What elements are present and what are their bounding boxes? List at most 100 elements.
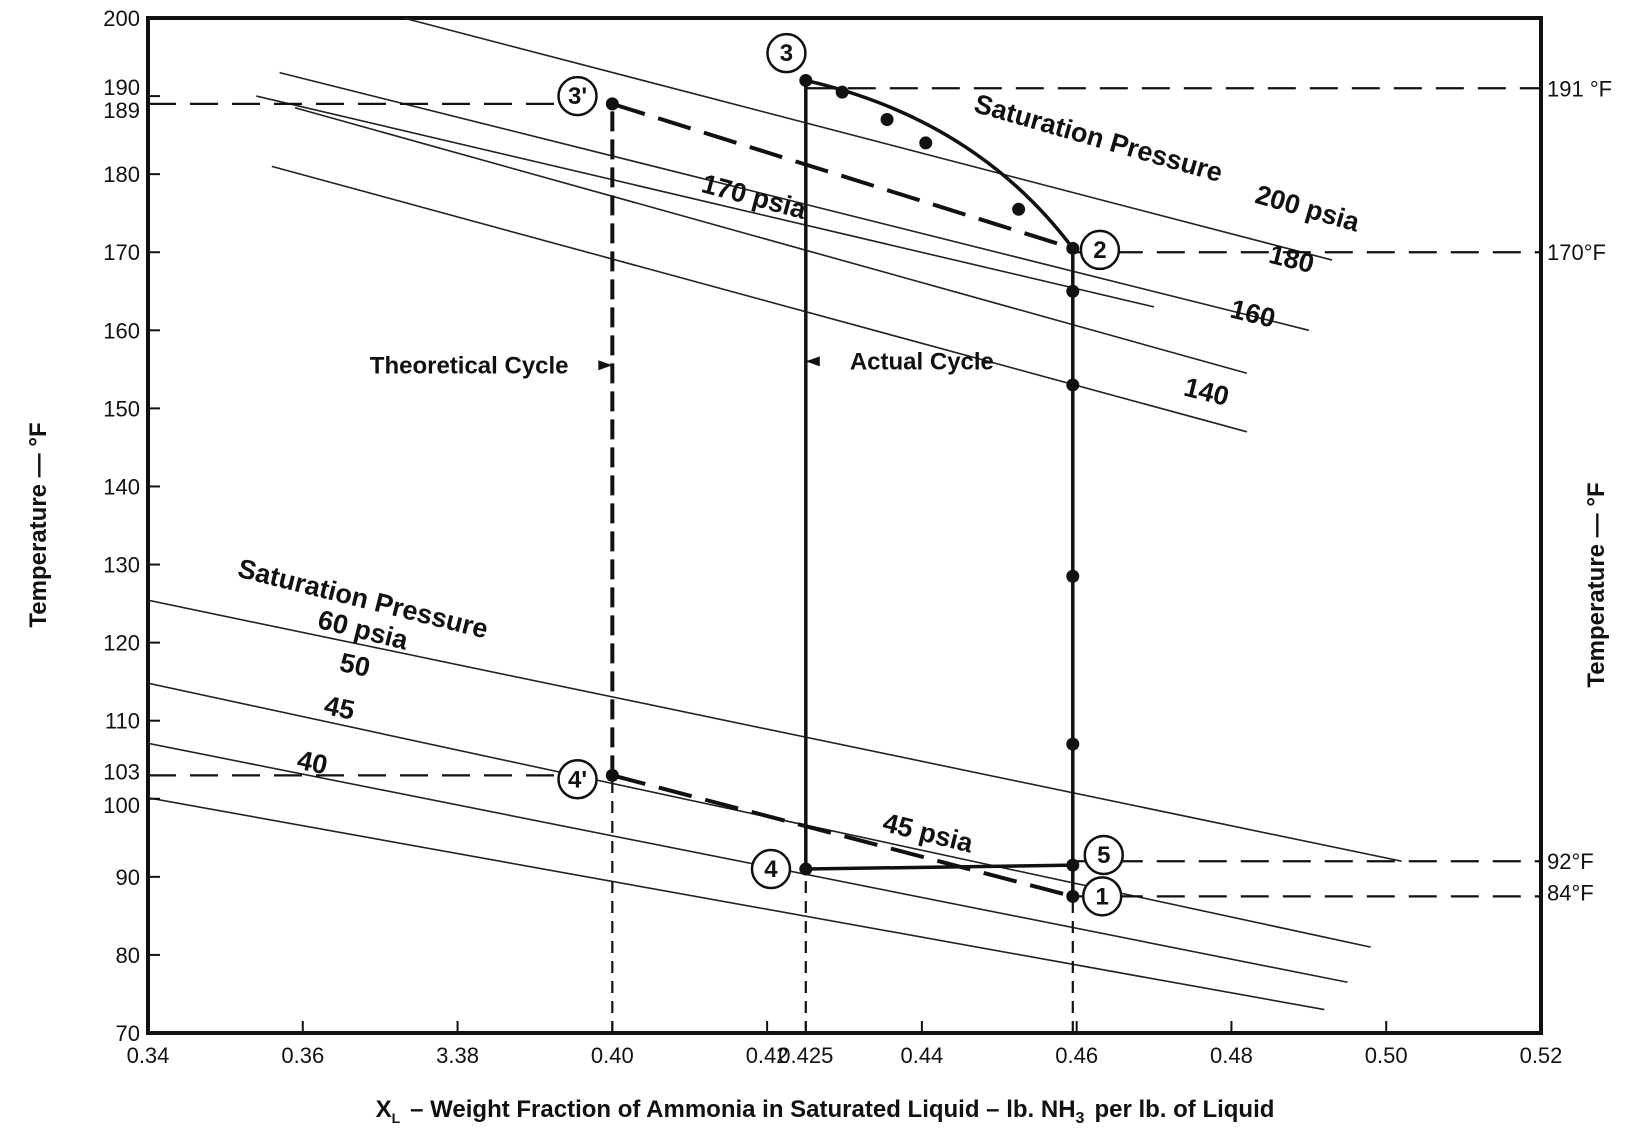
right-temp-label-0: 191 °F <box>1547 76 1612 101</box>
x-tick-label-0: 0.34 <box>127 1043 170 1068</box>
state-point-circle-4 <box>750 848 792 890</box>
saturation-line-5 <box>148 599 1402 863</box>
state-point-label-3: 3' <box>568 83 587 110</box>
y-tick-label-15: 200 <box>103 6 140 31</box>
right-temp-label-2: 92°F <box>1547 849 1594 874</box>
right-temp-label-3: 84°F <box>1547 880 1594 905</box>
cycle-lines <box>610 78 1075 899</box>
actual-point-10 <box>1066 889 1080 903</box>
actual-bottom <box>805 863 1073 871</box>
x-axis-label-sub3: 3 <box>1076 1110 1085 1127</box>
x-axis-label-rest: – Weight Fraction of Ammonia in Saturate… <box>410 1096 1075 1123</box>
saturation-line-6 <box>148 682 1371 948</box>
saturation-line-0 <box>403 18 1333 261</box>
x-tick-label-7: 0.46 <box>1055 1043 1098 1068</box>
state-point-label-4: 4 <box>764 856 778 883</box>
x-tick-label-5: 0.425 <box>778 1043 833 1068</box>
y-tick-label-6: 120 <box>103 631 140 656</box>
actual-point-7 <box>1066 569 1080 583</box>
saturation-line-3 <box>294 107 1248 375</box>
actual-point-3 <box>1012 202 1026 216</box>
y-tick-label-12: 180 <box>103 162 140 187</box>
saturation-line-8 <box>148 797 1325 1011</box>
theoretical-point-0 <box>605 97 619 111</box>
actual-point-0 <box>835 85 849 99</box>
saturation-line-7 <box>148 742 1348 984</box>
theoretical-lower <box>611 773 1074 899</box>
x-tick-label-3: 0.40 <box>591 1043 634 1068</box>
cycle-points <box>605 73 1080 903</box>
saturation-label-5: 140 <box>1181 372 1232 412</box>
state-point-label-2: 3 <box>780 40 793 67</box>
y-tick-label-7: 130 <box>103 553 140 578</box>
right-temp-label-1: 170°F <box>1547 240 1606 265</box>
reference-lines <box>148 87 1541 1033</box>
x-tick-label-4: 0.42 <box>746 1043 789 1068</box>
saturation-label-10: 40 <box>295 745 331 781</box>
y-tick-label-1: 80 <box>116 943 140 968</box>
state-point-circle-6 <box>1083 834 1125 876</box>
state-point-circle-0 <box>1081 876 1123 917</box>
saturation-label-8: 50 <box>337 647 373 683</box>
x-tick-label-1: 0.36 <box>281 1043 324 1068</box>
theoretical-point-1 <box>605 768 619 782</box>
saturation-label-2: 180 <box>1266 239 1317 279</box>
saturation-line-4 <box>271 165 1248 433</box>
state-point-circle-2 <box>766 32 807 74</box>
state-point-label-6: 5 <box>1097 842 1110 869</box>
y-tick-label-13: 189 <box>103 98 140 123</box>
annotation-arrowhead-0 <box>598 360 613 371</box>
x-tick-label-8: 0.48 <box>1210 1043 1253 1068</box>
y-tick-label-9: 150 <box>103 396 140 421</box>
state-point-label-0: 1 <box>1096 883 1109 910</box>
state-point-circle-5 <box>557 759 598 800</box>
actual-point-6 <box>1066 378 1080 392</box>
actual-point-11 <box>799 73 813 87</box>
saturation-label-3: 170 psia <box>699 168 811 225</box>
y-tick-label-3: 100 <box>103 793 140 818</box>
annotation-text-1: Actual Cycle <box>850 348 994 375</box>
saturation-label-9: 45 <box>322 690 358 726</box>
theoretical-upper <box>611 101 1074 251</box>
actual-point-12 <box>799 862 813 876</box>
actual-point-1 <box>880 113 894 126</box>
actual-point-9 <box>1066 858 1080 872</box>
annotation-arrowhead-1 <box>805 356 820 367</box>
x-axis-label-sub: L <box>392 1110 401 1126</box>
annotation-text-0: Theoretical Cycle <box>370 352 569 379</box>
state-point-circle-3 <box>557 75 598 117</box>
saturation-label-1: 200 psia <box>1252 179 1364 237</box>
x-axis-label-x: X <box>376 1096 392 1123</box>
y-tick-label-4: 103 <box>103 759 140 784</box>
saturation-label-0: Saturation Pressure <box>971 88 1226 188</box>
actual-point-5 <box>1066 284 1080 298</box>
x-axis-label-tail: per lb. of Liquid <box>1094 1096 1274 1123</box>
y-tick-label-11: 170 <box>103 240 140 265</box>
state-point-label-1: 2 <box>1093 237 1106 264</box>
saturation-lines <box>148 18 1402 1011</box>
y-tick-label-5: 110 <box>105 709 140 734</box>
y-tick-label-2: 90 <box>116 865 140 890</box>
actual-point-8 <box>1066 737 1080 751</box>
y-tick-label-0: 70 <box>116 1021 140 1046</box>
y-tick-label-10: 160 <box>103 318 140 343</box>
y-axis-label-right: Temperature — °F <box>1583 482 1610 687</box>
saturation-line-2 <box>256 95 1155 308</box>
y-axis-label-left: Temperature — °F <box>25 422 52 627</box>
plot-frame <box>146 16 1543 1035</box>
y-tick-label-8: 140 <box>103 474 140 499</box>
state-point-label-5: 4' <box>568 766 587 793</box>
actual-point-4 <box>1066 241 1080 255</box>
x-axis-label: XL – Weight Fraction of Ammonia in Satura… <box>376 1096 1275 1127</box>
x-tick-label-6: 0.44 <box>900 1043 943 1068</box>
x-tick-label-9: 0.50 <box>1365 1043 1408 1068</box>
y-tick-label-14: 190 <box>103 75 140 100</box>
saturation-label-4: 160 <box>1227 294 1278 334</box>
x-tick-label-10: 0.52 <box>1520 1043 1563 1068</box>
saturation-line-1 <box>279 71 1310 332</box>
x-tick-label-2: 3.38 <box>436 1043 479 1068</box>
actual-point-2 <box>919 136 933 150</box>
state-point-circle-1 <box>1079 229 1121 271</box>
